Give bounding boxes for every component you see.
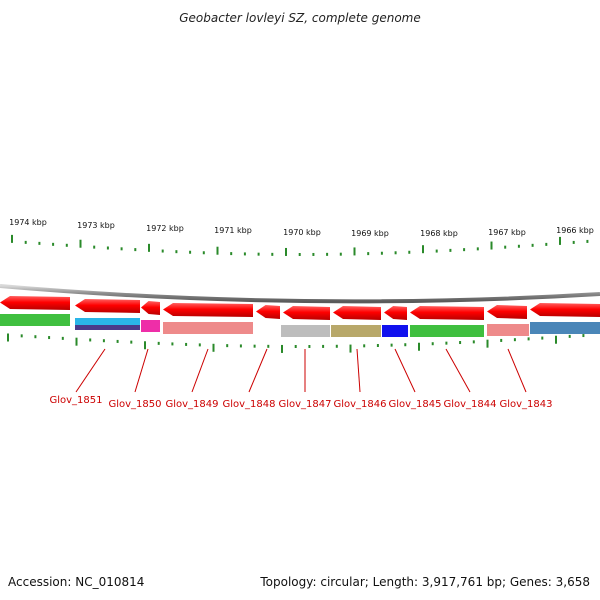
label-leader-line	[134, 348, 149, 393]
inner-tick-marks	[7, 333, 585, 353]
genome-summary: Topology: circular; Length: 3,917,761 bp…	[259, 575, 590, 589]
gene-label[interactable]: Glov_1845	[388, 399, 441, 410]
gene-arrow[interactable]	[530, 303, 600, 317]
outer-tick-marks	[11, 234, 589, 256]
gene-label[interactable]: Glov_1848	[222, 399, 275, 410]
cog-segment	[410, 325, 484, 337]
gene-labels: Glov_1851 Glov_1850 Glov_1849 Glov_1848 Glov…	[49, 395, 552, 410]
scale-label: 1966 kbp	[556, 226, 594, 235]
gene-label[interactable]: Glov_1846	[333, 399, 386, 410]
gene-label[interactable]: Glov_1851	[49, 395, 102, 406]
cog-segment	[0, 314, 70, 326]
gene-label[interactable]: Glov_1844	[443, 399, 496, 410]
cog-segment	[382, 325, 408, 337]
label-leader-line	[248, 348, 268, 393]
gene-label[interactable]: Glov_1849	[165, 399, 218, 410]
scale-labels: 1974 kbp 1973 kbp 1972 kbp 1971 kbp 1970 kbp…	[9, 218, 594, 238]
scale-label: 1971 kbp	[214, 226, 252, 235]
label-leader-line	[75, 348, 106, 393]
label-leader-line	[356, 348, 361, 393]
gene-arrow[interactable]	[410, 306, 484, 320]
label-leader-line	[394, 348, 416, 393]
scale-label: 1970 kbp	[283, 228, 321, 237]
gene-arrow[interactable]	[384, 306, 407, 320]
gene-label[interactable]: Glov_1847	[278, 399, 331, 410]
cog-segment	[487, 324, 529, 336]
gene-arrow[interactable]	[141, 301, 160, 315]
cog-segment	[331, 325, 381, 337]
gene-arrow[interactable]	[487, 305, 527, 319]
gene-arrow[interactable]	[283, 306, 330, 320]
label-leader-line	[445, 348, 471, 393]
cog-segment	[75, 325, 140, 330]
scale-label: 1973 kbp	[77, 221, 115, 230]
cog-track	[0, 314, 600, 337]
gene-label-leaders	[75, 348, 527, 393]
cog-segment	[530, 322, 600, 334]
accession-label: Accession: NC_010814	[8, 575, 144, 589]
scale-label: 1972 kbp	[146, 224, 184, 233]
cog-segment	[163, 322, 253, 334]
gene-arrow[interactable]	[333, 306, 381, 320]
gene-arrow[interactable]	[0, 296, 70, 310]
gene-label[interactable]: Glov_1843	[499, 399, 552, 410]
gene-label[interactable]: Glov_1850	[108, 399, 161, 410]
cog-segment	[141, 320, 160, 332]
scale-label: 1967 kbp	[488, 228, 526, 237]
genome-backbone	[0, 284, 600, 304]
label-leader-line	[507, 348, 527, 393]
scale-label: 1974 kbp	[9, 218, 47, 227]
cog-segment	[281, 325, 330, 337]
label-leader-line	[191, 348, 209, 393]
scale-label: 1969 kbp	[351, 229, 389, 238]
gene-arrow[interactable]	[75, 299, 140, 313]
genome-title: Geobacter lovleyi SZ, complete genome	[179, 11, 421, 25]
gene-arrow[interactable]	[163, 303, 253, 317]
gene-track	[0, 296, 600, 320]
scale-label: 1968 kbp	[420, 229, 458, 238]
gene-arrow[interactable]	[256, 305, 280, 319]
